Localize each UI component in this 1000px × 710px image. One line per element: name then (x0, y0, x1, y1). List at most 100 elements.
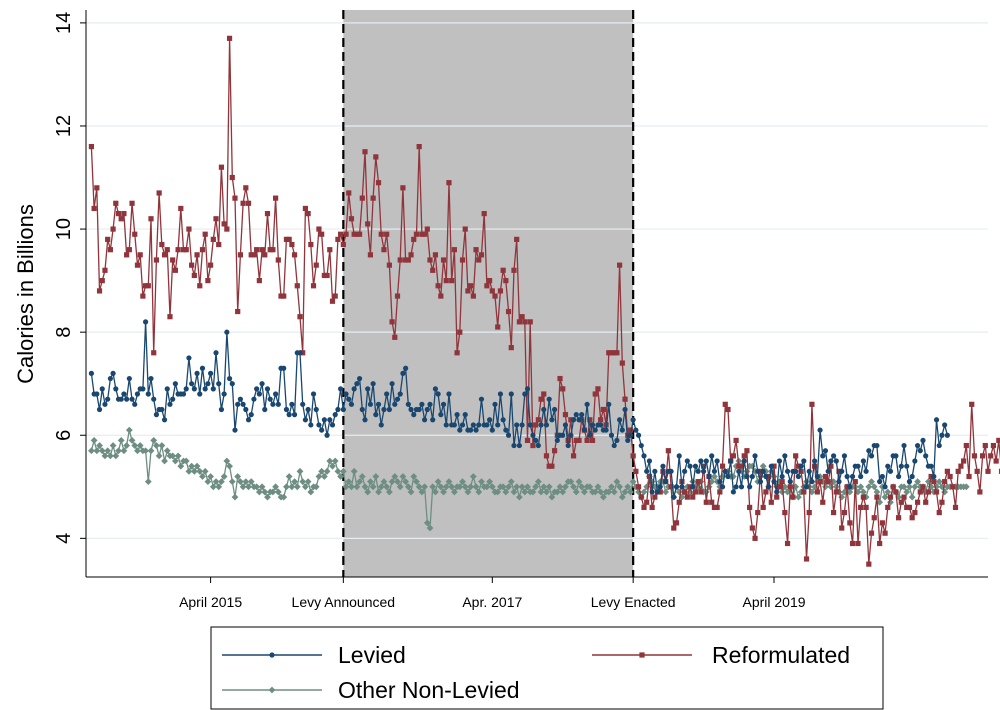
series-point (171, 457, 179, 465)
series-point (711, 504, 718, 511)
series-point (931, 473, 937, 480)
series-point (500, 267, 506, 273)
series-point (381, 406, 387, 413)
series-point (500, 417, 506, 423)
series-point (576, 437, 582, 444)
series-point (768, 499, 774, 505)
series-point (828, 458, 834, 464)
series-point (427, 257, 433, 263)
series-point (323, 467, 331, 475)
series-point (489, 288, 495, 294)
series-point (549, 417, 555, 423)
series-point (484, 422, 490, 428)
series-point (771, 479, 777, 485)
series-point (272, 483, 280, 491)
series-point (274, 488, 282, 496)
series-point (568, 417, 574, 423)
series-point (188, 462, 196, 470)
series-point (337, 473, 345, 480)
series-point (806, 468, 812, 474)
series-point (511, 267, 517, 273)
series-point (508, 391, 514, 397)
series-point (232, 195, 238, 201)
series-point (110, 370, 116, 376)
series-point (369, 483, 377, 491)
series-point (852, 479, 858, 485)
series-point (405, 401, 411, 407)
series-point (592, 427, 598, 433)
series-point (158, 442, 166, 449)
series-point (459, 422, 466, 428)
series-point (186, 355, 192, 361)
series-point (302, 483, 309, 491)
series-point (235, 308, 241, 315)
series-point (873, 488, 881, 496)
series-point (778, 488, 786, 496)
series-point (857, 483, 865, 491)
series-point (562, 483, 569, 491)
series-point (546, 396, 552, 402)
series-point (556, 483, 564, 491)
series-point (747, 504, 753, 511)
series-point (313, 406, 319, 413)
series-point (435, 391, 441, 397)
series-point (351, 231, 357, 237)
series-point (644, 499, 650, 505)
series-point (243, 185, 249, 191)
series-point (177, 462, 185, 470)
series-point (939, 432, 945, 438)
series-point (394, 293, 401, 299)
series-point (106, 452, 114, 460)
series-point (180, 391, 187, 397)
series-point (229, 381, 235, 387)
series-point (570, 453, 577, 459)
series-point (793, 468, 799, 474)
series-point (627, 427, 634, 433)
series-point (356, 478, 363, 486)
series-point (868, 478, 875, 486)
series-point (966, 473, 972, 480)
y-tick-label: 14 (53, 12, 75, 34)
series-point (576, 417, 582, 423)
series-point (375, 180, 382, 186)
series-point (844, 484, 850, 490)
series-point (838, 493, 846, 501)
series-point (744, 473, 750, 480)
series-point (407, 488, 415, 496)
series-point (430, 417, 436, 423)
series-point (96, 442, 103, 449)
series-point (159, 406, 165, 413)
series-point (169, 452, 177, 460)
series-point (759, 462, 767, 470)
series-point (88, 370, 95, 376)
series-point (356, 231, 363, 237)
series-point (733, 484, 739, 490)
series-point (711, 468, 718, 474)
series-point (283, 483, 290, 491)
series-point (468, 283, 474, 289)
series-point (294, 283, 300, 289)
series-point (438, 293, 444, 299)
series-point (182, 457, 190, 465)
series-point (440, 488, 447, 496)
series-point (733, 437, 739, 444)
series-point (700, 463, 707, 469)
series-point (575, 478, 583, 486)
series-point (212, 478, 220, 486)
series-point (877, 479, 883, 485)
series-point (663, 479, 669, 485)
series-point (359, 195, 365, 201)
series-point (315, 473, 323, 480)
series-point (736, 463, 742, 469)
series-point (573, 412, 579, 418)
series-point (189, 381, 195, 387)
series-point (145, 391, 151, 397)
series-point (836, 468, 842, 474)
series-point (156, 190, 162, 196)
series-point (131, 442, 139, 449)
series-point (247, 478, 255, 486)
series-point (803, 556, 810, 562)
series-point (971, 453, 978, 459)
series-point (860, 494, 866, 500)
